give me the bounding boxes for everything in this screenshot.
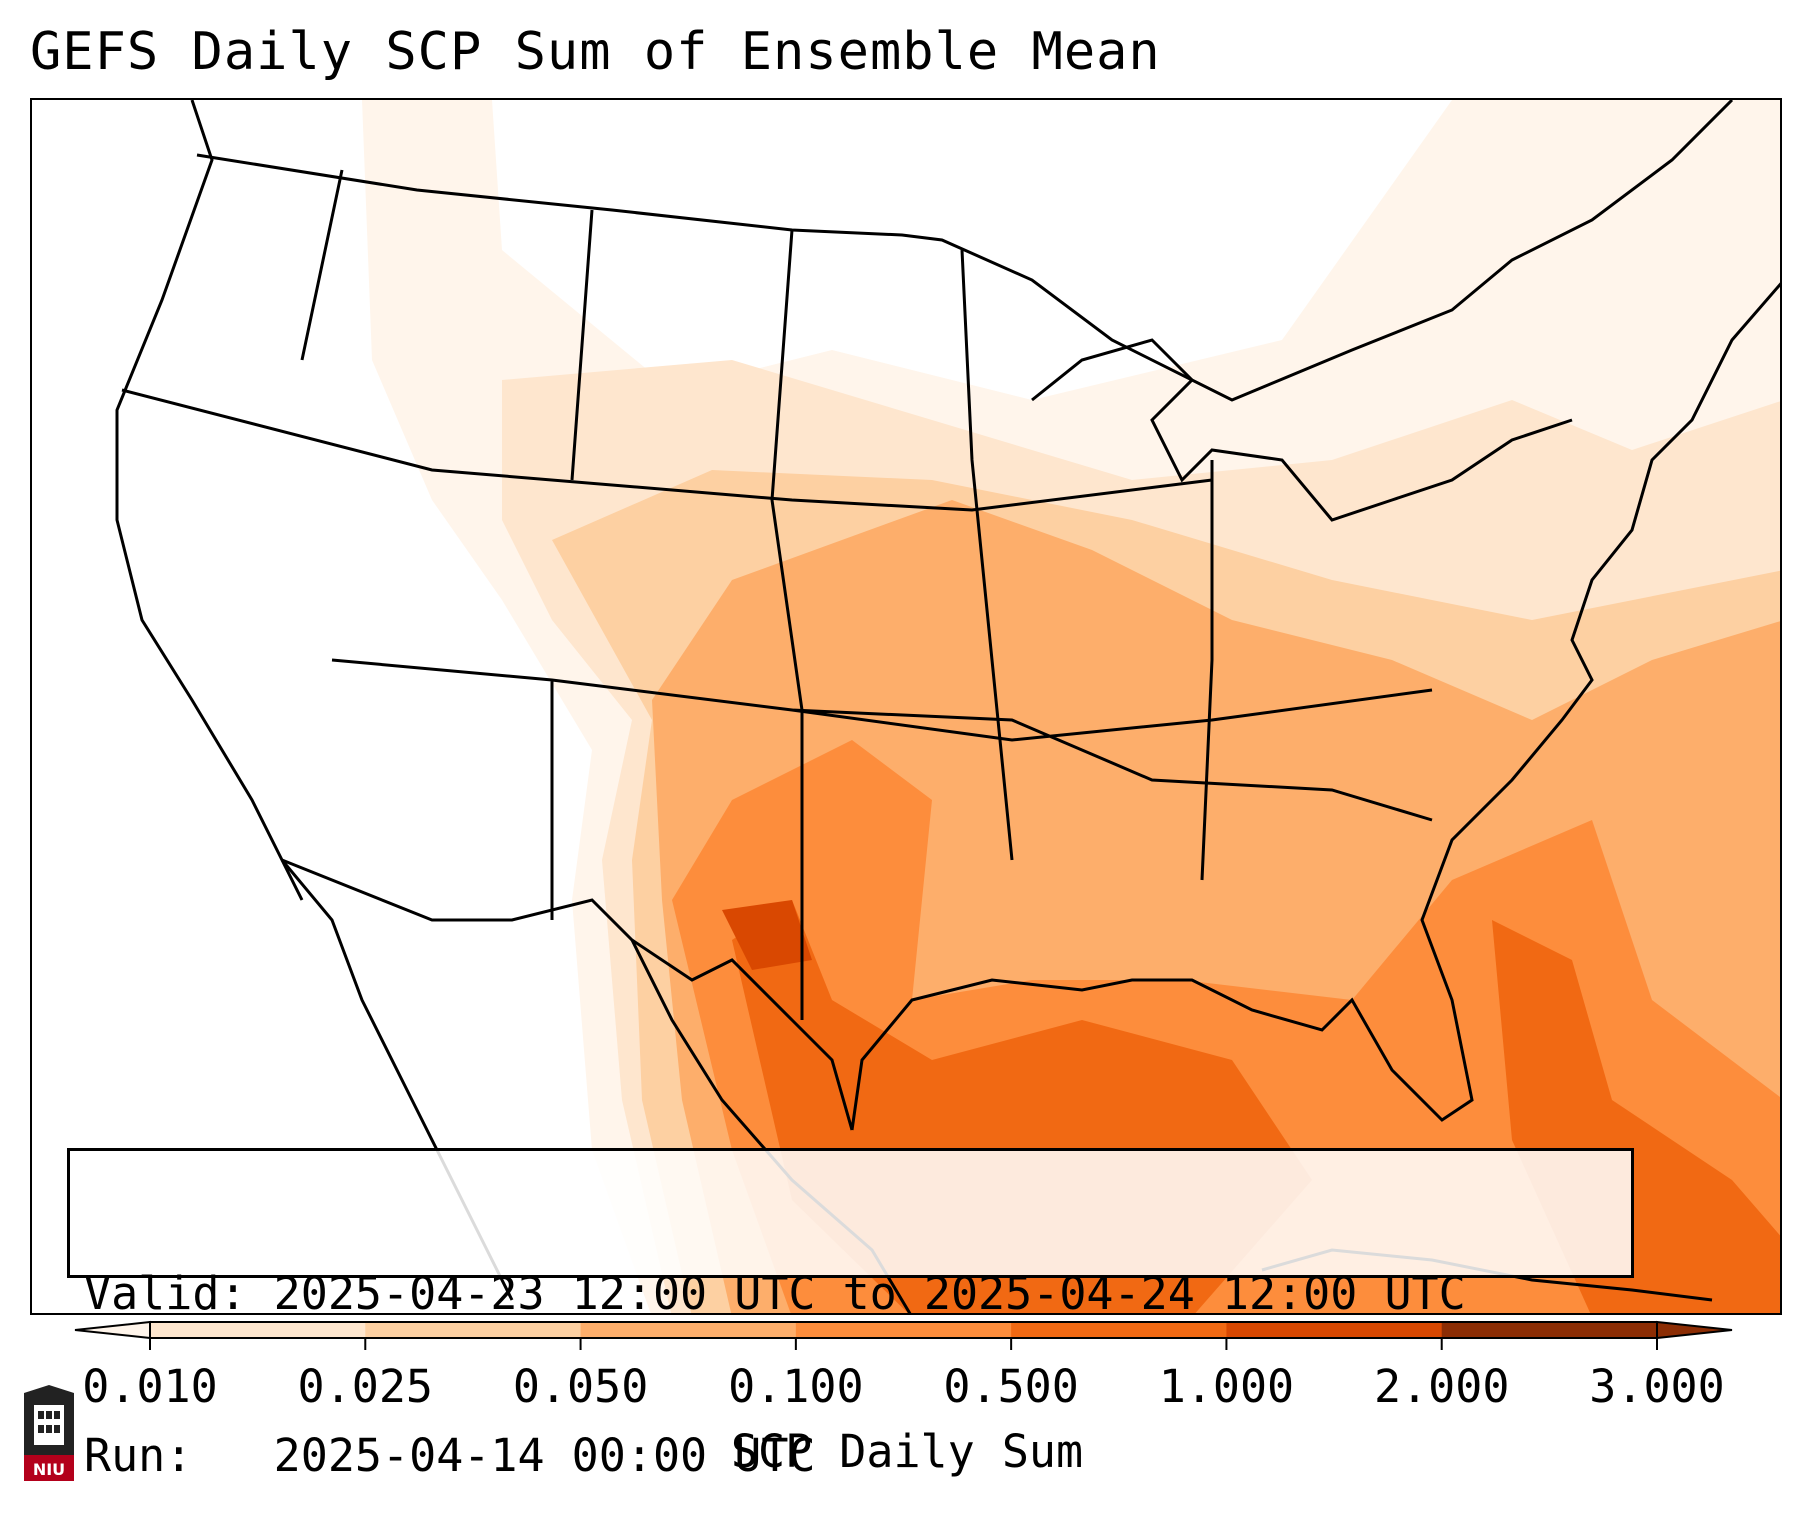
colorbar-tick-label: 0.025 xyxy=(297,1360,434,1413)
run-label: Run: xyxy=(84,1429,193,1482)
us-mexico-border xyxy=(281,858,854,1131)
field-level-7 xyxy=(722,900,812,970)
colorbar xyxy=(74,1320,1733,1350)
run-value: 2025-04-14 00:00 UTC xyxy=(273,1429,816,1482)
us-canada-border xyxy=(196,100,1734,402)
colorbar-segment xyxy=(795,1322,1012,1338)
great-lakes xyxy=(1031,338,1573,522)
valid-label: Valid: xyxy=(84,1267,247,1320)
map-panel xyxy=(30,98,1782,1315)
colorbar-segment xyxy=(580,1322,797,1338)
colorbar-tick-label: 0.100 xyxy=(728,1360,864,1413)
colorbar-label: SCP Daily Sum xyxy=(730,1425,1084,1478)
west-coast xyxy=(115,100,304,901)
logo-band xyxy=(24,1455,74,1481)
colorbar-left-extend xyxy=(74,1320,151,1340)
run-row: Run: 2025-04-14 00:00 UTC xyxy=(84,1429,1617,1483)
colorbar-segment xyxy=(1011,1322,1227,1338)
valid-run-box: Valid: 2025-04-23 12:00 UTC to 2025-04-2… xyxy=(67,1148,1634,1482)
colorbar-tick-label: 0.500 xyxy=(943,1360,1079,1413)
colorbar-right-extend xyxy=(1656,1320,1733,1340)
colorbar-tick-label: 2.000 xyxy=(1373,1360,1510,1413)
logo-text: NIU xyxy=(33,1460,65,1479)
colorbar-tick-label: 3.000 xyxy=(1589,1360,1725,1413)
colorbar-outline xyxy=(149,1321,1658,1339)
colorbar-ticks xyxy=(149,1338,1658,1350)
colorbar-segment xyxy=(1441,1322,1658,1338)
state-lines-ns xyxy=(300,169,1214,1020)
chart-title: GEFS Daily SCP Sum of Ensemble Mean xyxy=(30,22,1161,82)
colorbar-segment xyxy=(365,1322,582,1338)
colorbar-segments xyxy=(150,1322,1658,1338)
state-lines-ew xyxy=(121,388,1433,920)
colorbar-segment xyxy=(1226,1322,1443,1338)
valid-value: 2025-04-23 12:00 UTC to 2025-04-24 12:00… xyxy=(273,1267,1466,1320)
scp-field xyxy=(362,100,1780,1313)
niu-logo: NIU xyxy=(24,1385,74,1481)
colorbar-segment xyxy=(150,1322,366,1338)
gulf-coast xyxy=(850,282,1780,1131)
colorbar-tick-label: 0.050 xyxy=(512,1360,649,1413)
map-svg xyxy=(115,100,1780,1313)
colorbar-tick-label: 1.000 xyxy=(1158,1360,1295,1413)
valid-row: Valid: 2025-04-23 12:00 UTC to 2025-04-2… xyxy=(84,1267,1617,1321)
colorbar-tick-label: 0.010 xyxy=(82,1360,218,1413)
